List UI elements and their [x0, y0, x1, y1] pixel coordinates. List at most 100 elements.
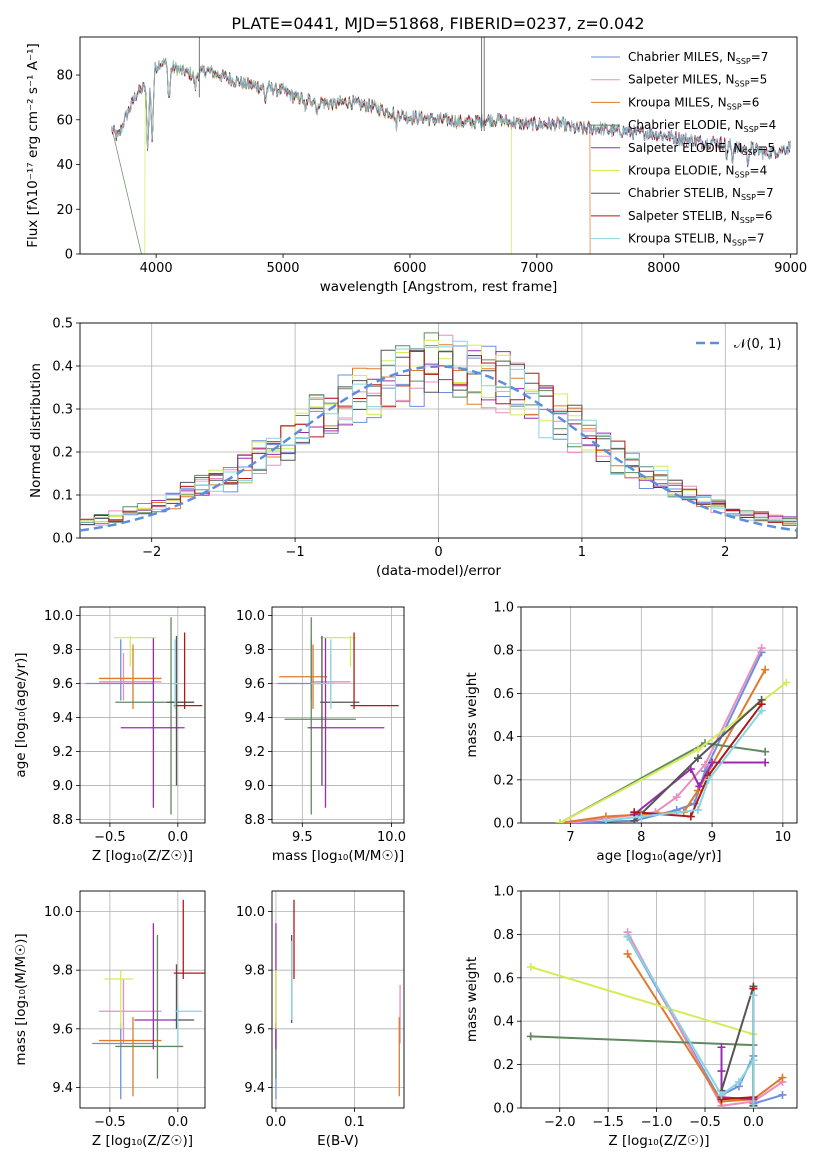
y-tick-label: 9.6: [52, 677, 73, 692]
y-tick-label: 40: [56, 158, 73, 173]
weight-marker: [695, 782, 704, 791]
weight-marker: [757, 706, 766, 715]
y-tick-label: 9.8: [52, 643, 73, 658]
y-tick-label: 0.1: [52, 489, 73, 504]
y-tick-label: 9.8: [52, 964, 73, 979]
legend-label: Salpeter ELODIE, NSSP=5: [628, 141, 775, 157]
x-tick-label: −2: [142, 545, 161, 560]
weight_vs_z-lines: [526, 928, 787, 1108]
x-tick-label: 7: [566, 830, 574, 845]
weight-marker: [749, 991, 758, 1000]
y-tick-label: 0.4: [493, 730, 514, 745]
y-tick-label: 0.6: [493, 971, 514, 986]
x-tick-label: 0.0: [266, 1115, 287, 1130]
x-tick-label: −0.5: [94, 1115, 126, 1130]
legend-count: =6: [755, 209, 773, 223]
y-tick-label: 0: [65, 248, 73, 263]
residuals-panel: −2 −1 0 1 2 0.0 0.1 0.2 0.3 0.4 0.5 (data-model)/er…: [28, 317, 798, 579]
y-tick-label: 80: [56, 69, 73, 84]
x-axis-label: age [log₁₀(age/yr)]: [596, 848, 721, 864]
weight-marker: [526, 1032, 535, 1041]
weight-line: [570, 647, 763, 823]
x-tick-label: 9: [708, 830, 716, 845]
y-tick-label: 0.2: [493, 773, 514, 788]
axes-frame: [79, 36, 798, 255]
weight-marker: [761, 665, 770, 674]
weight-marker: [778, 1090, 787, 1099]
x-axis-label: Z [log₁₀(Z/Z☉)]: [92, 1133, 193, 1149]
x-tick-label: 0.0: [743, 1115, 764, 1130]
x-tick-label: 9.5: [292, 830, 313, 845]
axes-frame: [520, 606, 798, 824]
y-tick-label: 0.8: [493, 644, 514, 659]
y-tick-label: 1.0: [493, 601, 514, 616]
weight-marker: [630, 808, 639, 817]
y-tick-label: 10.0: [236, 609, 265, 624]
spectrum-lines: [111, 37, 791, 254]
legend-count: =5: [757, 141, 775, 155]
axes-frame: [79, 890, 206, 1109]
x-tick-label: 6000: [393, 261, 426, 276]
weight-marker: [693, 786, 702, 795]
x-tick-label: 9000: [774, 261, 807, 276]
weight-marker: [717, 1090, 726, 1099]
y-tick-label: 8.8: [52, 813, 73, 828]
legend-subscript: SSP: [735, 80, 750, 89]
y-axis-label: mass [log₁₀(M/M☉)]: [13, 933, 29, 1065]
legend-subscript: SSP: [732, 239, 747, 248]
spectrum-line-kroupa-miles: [111, 58, 591, 254]
y-tick-label: 20: [56, 203, 73, 218]
x-axis-label: Z [log₁₀(Z/Z☉)]: [608, 1133, 709, 1149]
y-tick-label: 0.6: [493, 687, 514, 702]
weight-marker: [708, 758, 717, 767]
weight-marker: [686, 812, 695, 821]
legend-subscript: SSP: [744, 125, 759, 134]
y-tick-label: 9.6: [244, 677, 265, 692]
legend-label: Chabrier ELODIE, NSSP=4: [628, 118, 776, 134]
weight-line: [559, 651, 763, 823]
x-tick-label: 8: [637, 830, 645, 845]
y-tick-label: 0.2: [52, 446, 73, 461]
legend-label: Salpeter MILES, NSSP=5: [628, 73, 767, 89]
weight-marker: [717, 1067, 726, 1076]
y-tick-label: 9.4: [244, 711, 265, 726]
y-tick-label: 9.2: [52, 745, 73, 760]
y-tick-label: 9.2: [244, 745, 265, 760]
weight-marker: [778, 1073, 787, 1082]
x-tick-label: 5000: [266, 261, 299, 276]
x-tick-label: −1: [286, 545, 305, 560]
gaussian-legend-label: 𝒩(0, 1): [734, 337, 781, 352]
y-tick-label: 0.0: [493, 1102, 514, 1117]
x-tick-label: 1: [578, 545, 586, 560]
weight-marker: [701, 760, 709, 769]
weight-marker: [623, 932, 632, 941]
spectrum-panel: 4000 5000 6000 7000 8000 9000 0 20 40 60 80 wavelen…: [25, 36, 807, 295]
axes-frame: [79, 606, 206, 824]
mass_vs_z-errorbars: [92, 899, 205, 1100]
y-tick-label: 60: [56, 113, 73, 128]
y-tick-label: 0.5: [52, 317, 73, 332]
legend-count: =4: [750, 164, 768, 178]
legend-label: Chabrier MILES, NSSP=7: [628, 50, 768, 66]
weight-line: [626, 931, 784, 1107]
y-axis-label: mass weight: [464, 672, 480, 757]
age_vs_mass-errorbars: [277, 617, 399, 815]
axes-frame: [271, 606, 405, 824]
x-axis-label: Z [log₁₀(Z/Z☉)]: [92, 848, 193, 864]
weight-line: [626, 953, 784, 1103]
x-tick-label: 2: [721, 545, 729, 560]
weight-marker: [555, 819, 564, 823]
weight_vs_z-panel: −2.0 −1.5 −1.0 −0.5 0.0 0.0 0.2 0.4 0.6 0.8 1.0 Z […: [464, 885, 798, 1149]
legend-count: =7: [756, 186, 774, 200]
x-tick-label: 0.0: [167, 1115, 188, 1130]
weight-marker: [637, 812, 646, 821]
axes-frame: [79, 322, 798, 539]
weight-marker: [601, 816, 610, 823]
y-tick-label: 0.4: [52, 360, 73, 375]
weight-marker: [757, 644, 766, 653]
age_vs_z-panel: −0.5 0.0 8.8 9.0 9.2 9.4 9.6 9.8 10.0 Z [log₁₀(Z/…: [13, 606, 206, 864]
y-axis-label: Normed distribution: [28, 363, 44, 498]
legend-count: =7: [747, 232, 765, 246]
axes-frame: [520, 890, 798, 1109]
